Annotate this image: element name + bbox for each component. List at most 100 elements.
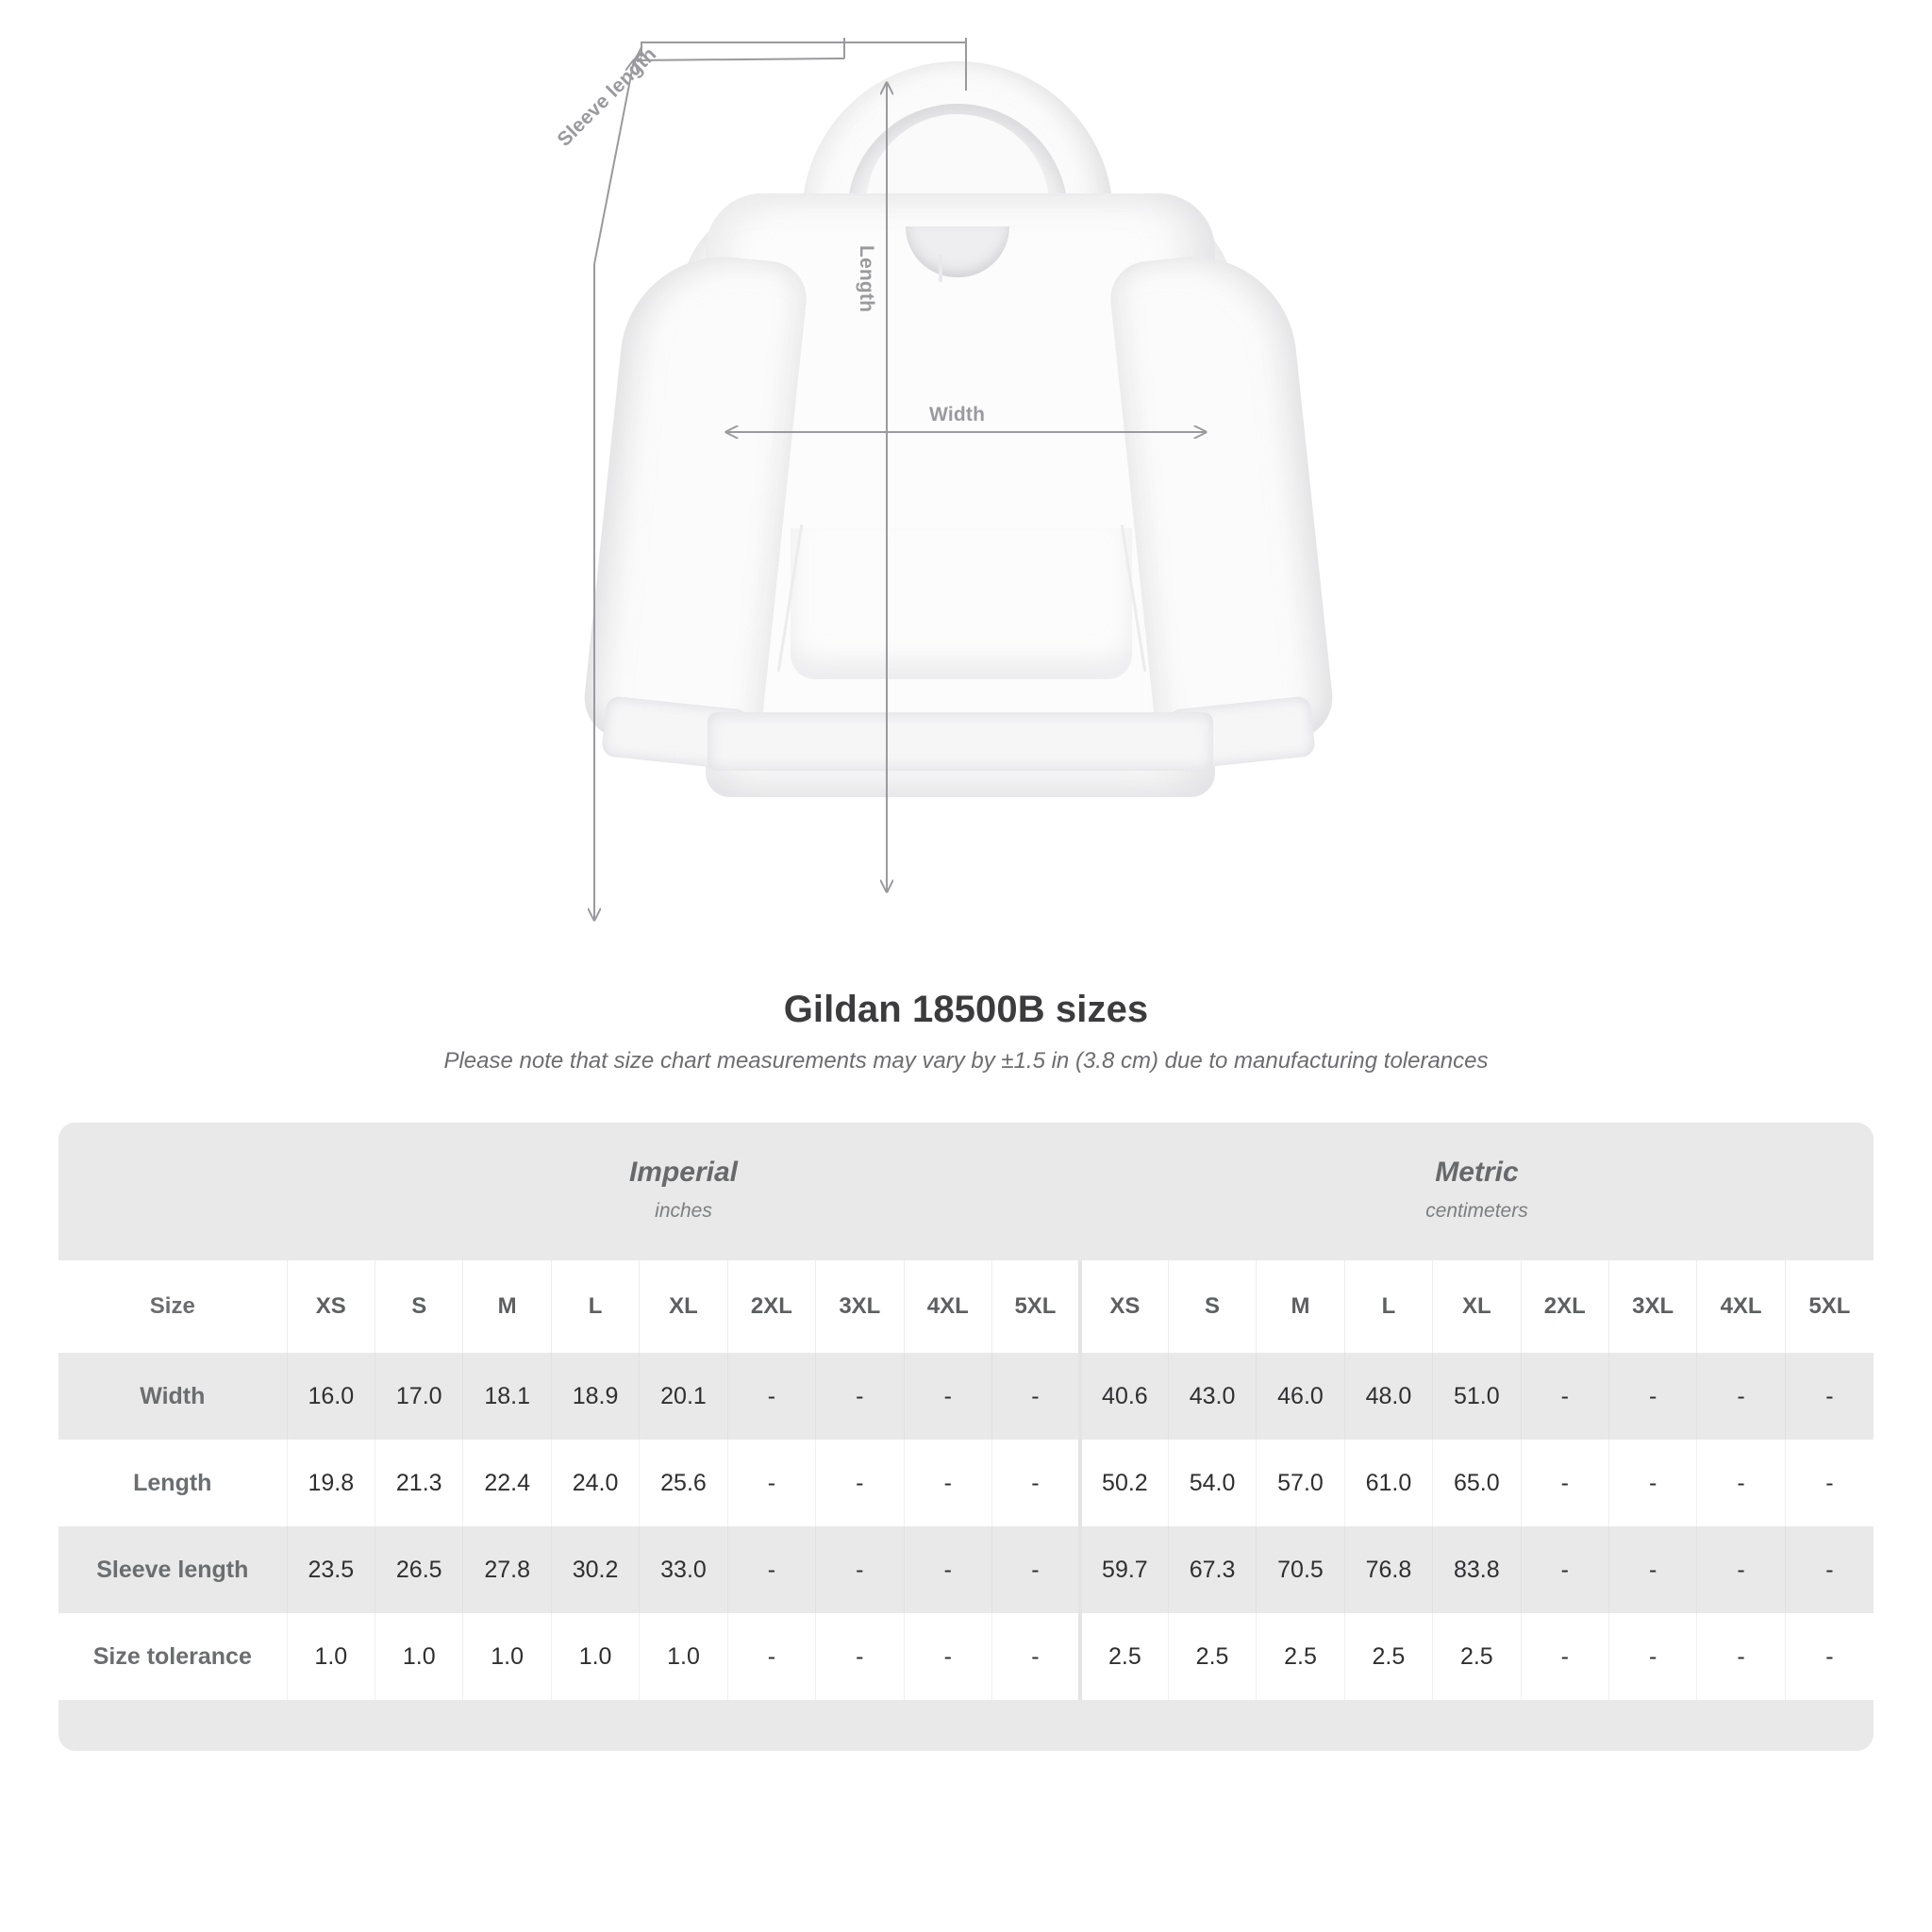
cell-imperial-l: 1.0	[550, 1613, 640, 1700]
size-column-header-imperial-xs: XS	[286, 1260, 375, 1353]
cell-metric-2xl: -	[1520, 1526, 1609, 1613]
row-label-sleeve-length: Sleeve length	[58, 1526, 288, 1613]
cell-metric-xl: 83.8	[1432, 1526, 1522, 1613]
annotation-width: Width	[929, 404, 986, 425]
cell-metric-xs: 40.6	[1077, 1353, 1169, 1440]
unit-group-metric: Metric centimeters	[1079, 1123, 1874, 1260]
size-chart-table: Imperial inches Metric centimeters Size XS S M L…	[58, 1123, 1874, 1700]
size-column-header-imperial-4xl: 4XL	[903, 1260, 992, 1353]
cell-metric-2xl: -	[1520, 1440, 1609, 1526]
hoodie-drawstring	[939, 254, 942, 282]
cell-imperial-4xl: -	[903, 1440, 992, 1526]
row-label-length: Length	[58, 1440, 288, 1526]
cell-imperial-m: 18.1	[462, 1353, 552, 1440]
cell-imperial-xs: 1.0	[286, 1613, 375, 1700]
size-header-label: Size	[58, 1260, 288, 1353]
cell-metric-3xl: -	[1607, 1526, 1697, 1613]
cell-imperial-5xl: -	[991, 1526, 1080, 1613]
chart-heading: Gildan 18500B sizes Please note that siz…	[0, 989, 1932, 1074]
cell-metric-3xl: -	[1607, 1440, 1697, 1526]
cell-imperial-5xl: -	[991, 1613, 1080, 1700]
cell-imperial-3xl: -	[815, 1613, 905, 1700]
unit-group-sub: inches	[655, 1200, 712, 1222]
cell-metric-l: 76.8	[1343, 1526, 1433, 1613]
cell-metric-xs: 2.5	[1077, 1613, 1169, 1700]
cell-metric-xs: 59.7	[1077, 1526, 1169, 1613]
size-column-header-metric-m: M	[1256, 1260, 1345, 1353]
hoodie-hem	[708, 712, 1213, 771]
cell-imperial-m: 27.8	[462, 1526, 552, 1613]
cell-metric-m: 57.0	[1256, 1440, 1345, 1526]
cell-imperial-3xl: -	[815, 1440, 905, 1526]
size-column-header-imperial-2xl: 2XL	[726, 1260, 816, 1353]
cell-imperial-s: 21.3	[375, 1440, 463, 1526]
cell-imperial-xl: 1.0	[639, 1613, 728, 1700]
cell-imperial-4xl: -	[903, 1353, 992, 1440]
cell-imperial-xl: 25.6	[639, 1440, 728, 1526]
cell-metric-xl: 65.0	[1432, 1440, 1522, 1526]
cell-metric-l: 61.0	[1343, 1440, 1433, 1526]
cell-metric-3xl: -	[1607, 1353, 1697, 1440]
unit-group-sub: centimeters	[1425, 1200, 1528, 1222]
size-column-header-imperial-s: S	[375, 1260, 463, 1353]
cell-metric-5xl: -	[1784, 1440, 1874, 1526]
size-column-header-metric-xs: XS	[1077, 1260, 1169, 1353]
size-column-header-metric-s: S	[1167, 1260, 1257, 1353]
cell-imperial-2xl: -	[726, 1440, 816, 1526]
cell-imperial-xl: 33.0	[639, 1526, 728, 1613]
size-column-header-metric-2xl: 2XL	[1520, 1260, 1609, 1353]
cell-metric-l: 48.0	[1343, 1353, 1433, 1440]
cell-imperial-2xl: -	[726, 1613, 816, 1700]
cell-imperial-3xl: -	[815, 1526, 905, 1613]
cell-metric-m: 70.5	[1256, 1526, 1345, 1613]
table-row: Size tolerance 1.0 1.0 1.0 1.0 1.0- - - -2.5 2.5 2…	[58, 1613, 1874, 1700]
cell-imperial-l: 30.2	[550, 1526, 640, 1613]
product-illustration: Sleeve length Length Width	[553, 38, 1358, 939]
page-title: Gildan 18500B sizes	[783, 989, 1149, 1030]
cell-imperial-3xl: -	[815, 1353, 905, 1440]
cell-metric-xl: 2.5	[1432, 1613, 1522, 1700]
cell-metric-4xl: -	[1696, 1440, 1786, 1526]
cell-metric-5xl: -	[1784, 1526, 1874, 1613]
cell-imperial-xs: 19.8	[286, 1440, 375, 1526]
cell-metric-s: 54.0	[1167, 1440, 1257, 1526]
unit-header-spacer	[58, 1123, 288, 1260]
cell-imperial-l: 18.9	[550, 1353, 640, 1440]
table-row: Sleeve length 23.5 26.5 27.8 30.2 33.0- - - -59.…	[58, 1526, 1874, 1613]
size-column-header-metric-4xl: 4XL	[1696, 1260, 1786, 1353]
table-row: Length 19.8 21.3 22.4 24.0 25.6- - - -50.2 54.0 57…	[58, 1440, 1874, 1526]
cell-metric-5xl: -	[1784, 1613, 1874, 1700]
size-column-header-metric-5xl: 5XL	[1784, 1260, 1874, 1353]
cell-imperial-5xl: -	[991, 1353, 1080, 1440]
cell-imperial-s: 17.0	[375, 1353, 463, 1440]
size-column-header-imperial-xl: XL	[639, 1260, 728, 1353]
cell-metric-m: 46.0	[1256, 1353, 1345, 1440]
cell-metric-3xl: -	[1607, 1613, 1697, 1700]
cell-metric-xs: 50.2	[1077, 1440, 1169, 1526]
cell-metric-2xl: -	[1520, 1353, 1609, 1440]
cell-imperial-m: 22.4	[462, 1440, 552, 1526]
cell-metric-l: 2.5	[1343, 1613, 1433, 1700]
unit-group-name: Imperial	[628, 1157, 739, 1188]
row-label-size-tolerance: Size tolerance	[58, 1613, 288, 1700]
size-column-header-metric-l: L	[1343, 1260, 1433, 1353]
cell-imperial-s: 1.0	[375, 1613, 463, 1700]
cell-metric-m: 2.5	[1256, 1613, 1345, 1700]
table-row: Width 16.0 17.0 18.1 18.9 20.1- - - -40.6 43.0 46.…	[58, 1353, 1874, 1440]
size-column-header-metric-xl: XL	[1432, 1260, 1522, 1353]
cell-imperial-l: 24.0	[550, 1440, 640, 1526]
cell-imperial-s: 26.5	[375, 1526, 463, 1613]
unit-group-imperial: Imperial inches	[287, 1123, 1080, 1260]
cell-imperial-xs: 16.0	[286, 1353, 375, 1440]
cell-metric-4xl: -	[1696, 1353, 1786, 1440]
cell-imperial-5xl: -	[991, 1440, 1080, 1526]
hoodie-graphic	[566, 52, 1358, 939]
cell-metric-4xl: -	[1696, 1613, 1786, 1700]
size-column-header-metric-3xl: 3XL	[1607, 1260, 1697, 1353]
cell-imperial-xl: 20.1	[639, 1353, 728, 1440]
cell-imperial-2xl: -	[726, 1526, 816, 1613]
cell-imperial-xs: 23.5	[286, 1526, 375, 1613]
cell-metric-xl: 51.0	[1432, 1353, 1522, 1440]
cell-imperial-4xl: -	[903, 1613, 992, 1700]
